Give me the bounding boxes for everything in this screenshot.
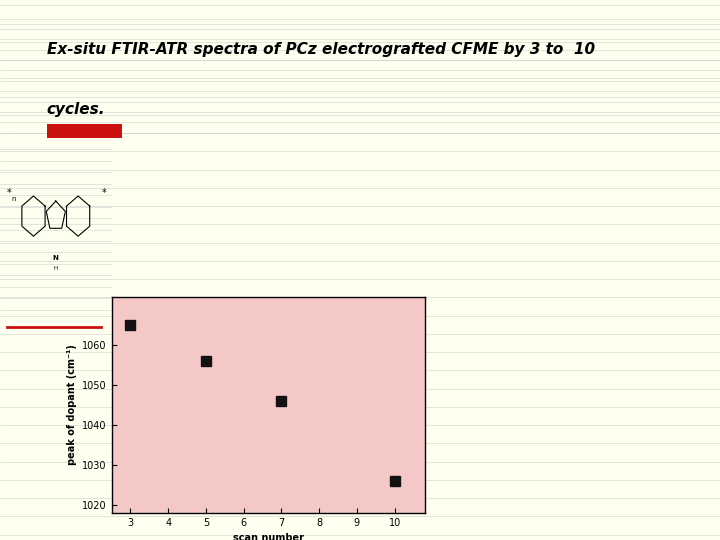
Text: *: *: [102, 188, 106, 198]
Text: cycles.: cycles.: [47, 102, 105, 117]
Y-axis label: peak of dopant (cm⁻¹): peak of dopant (cm⁻¹): [66, 345, 76, 465]
Text: H: H: [54, 266, 58, 271]
Text: N: N: [53, 255, 59, 261]
Text: Ex-situ FTIR-ATR spectra of PCz electrografted CFME by 3 to  10: Ex-situ FTIR-ATR spectra of PCz electrog…: [47, 42, 595, 57]
Bar: [47, 124, 122, 138]
Text: n: n: [11, 197, 16, 202]
Text: *: *: [6, 188, 12, 198]
X-axis label: scan number: scan number: [233, 534, 304, 540]
